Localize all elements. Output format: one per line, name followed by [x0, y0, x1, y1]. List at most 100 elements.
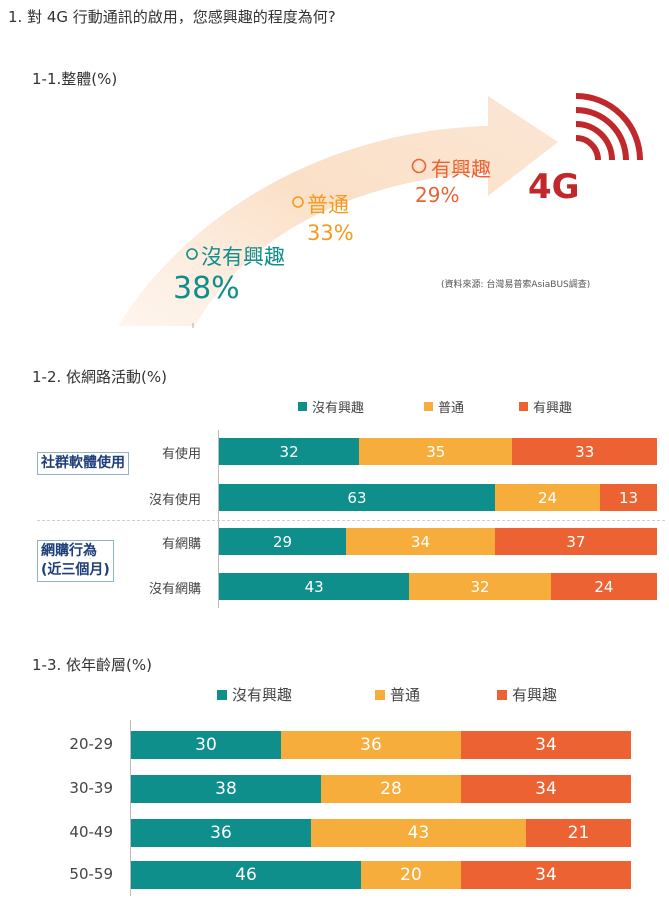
- category-label: 40-49: [69, 823, 113, 842]
- 4g-logo-icon: [575, 93, 643, 161]
- legend-swatch: [424, 402, 433, 411]
- legend-swatch: [298, 402, 307, 411]
- bar-row: 46 20 34: [131, 861, 631, 889]
- bar-value-label: 46: [235, 865, 257, 885]
- growth-arrow: [118, 96, 558, 326]
- legend-label: 沒有興趣: [312, 401, 365, 416]
- legend-label: 普通: [390, 686, 421, 704]
- bar-segment: 46: [131, 861, 361, 889]
- category-axis: [218, 430, 219, 608]
- legend-item: 沒有興趣: [217, 684, 292, 705]
- bar-segment: 28: [321, 775, 461, 803]
- bar-value-label: 34: [535, 735, 557, 755]
- legend-item: 沒有興趣: [298, 397, 364, 416]
- bar-segment: 21: [526, 819, 631, 847]
- bar-value-label: 29: [272, 532, 293, 551]
- 4g-logo-text: 4G: [528, 167, 580, 207]
- bar-value-label: 30: [195, 735, 217, 755]
- bar-segment: 34: [461, 731, 631, 759]
- overall-value-no-interest: 38%: [173, 271, 240, 306]
- bar-segment: 32: [219, 438, 360, 465]
- category-label: 20-29: [69, 735, 113, 754]
- bar-value-label: 24: [594, 577, 614, 596]
- bar-value-label: 36: [360, 735, 382, 755]
- bar-segment: 36: [131, 819, 311, 847]
- bar-value-label: 36: [210, 823, 232, 843]
- legend-label: 有興趣: [533, 401, 573, 416]
- bar-row: 29 34 37: [219, 528, 657, 555]
- bar-value-label: 34: [535, 865, 557, 885]
- section2-title: 1-2. 依網路活動(%): [32, 368, 167, 386]
- bar-row: 36 43 21: [131, 819, 631, 847]
- bar-segment: 43: [311, 819, 526, 847]
- category-label: 有使用: [161, 447, 201, 463]
- category-label: 30-39: [69, 779, 113, 798]
- overall-value-interested: 29%: [415, 183, 459, 207]
- bar-segment: 38: [131, 775, 321, 803]
- bar-segment: 30: [131, 731, 281, 759]
- bar-segment: 37: [494, 528, 657, 555]
- overall-value-neutral: 33%: [307, 221, 354, 245]
- bar-segment: 43: [219, 573, 410, 600]
- bar-value-label: 37: [566, 532, 586, 551]
- category-label: 沒有網購: [148, 582, 201, 598]
- bar-segment: 35: [359, 438, 513, 465]
- bar-value-label: 24: [537, 488, 558, 507]
- bar-value-label: 32: [279, 442, 299, 461]
- bar-segment: 34: [461, 775, 631, 803]
- legend-label: 沒有興趣: [232, 686, 293, 704]
- bar-value-label: 28: [380, 779, 402, 799]
- overall-label-interested: 有興趣: [431, 157, 491, 181]
- bar-segment: 36: [281, 731, 461, 759]
- legend-item: 普通: [375, 684, 420, 705]
- group-label: 網購行為 (近三個月): [37, 540, 114, 582]
- legend-label: 普通: [438, 401, 465, 416]
- bar-segment: 24: [550, 573, 657, 600]
- group-divider: [37, 520, 665, 521]
- legend-item: 有興趣: [519, 397, 572, 416]
- bar-value-label: 34: [410, 532, 431, 551]
- bar-row: 63 24 13: [219, 484, 657, 511]
- category-axis: [130, 720, 131, 896]
- bar-row: 38 28 34: [131, 775, 631, 803]
- section1-title: 1-1.整體(%): [32, 70, 118, 88]
- bar-segment: 13: [600, 484, 657, 511]
- bar-value-label: 32: [470, 577, 490, 596]
- bar-value-label: 20: [400, 865, 422, 885]
- bar-segment: 29: [219, 528, 347, 555]
- bar-value-label: 21: [567, 823, 590, 843]
- bar-value-label: 35: [426, 442, 446, 461]
- bar-value-label: 63: [347, 488, 367, 507]
- overall-label-no-interest: 沒有興趣: [201, 245, 285, 269]
- legend-swatch: [217, 689, 227, 700]
- category-label: 有網購: [161, 537, 201, 553]
- bar-value-label: 38: [215, 779, 237, 799]
- group-label: 社群軟體使用: [37, 452, 129, 475]
- legend-swatch: [519, 402, 528, 411]
- bar-segment: 32: [409, 573, 551, 600]
- section3-title: 1-3. 依年齡層(%): [32, 656, 152, 674]
- category-label: 沒有使用: [148, 493, 201, 509]
- legend-swatch: [497, 689, 507, 700]
- bar-segment: 20: [361, 861, 461, 889]
- legend-item: 普通: [424, 397, 464, 416]
- bar-value-label: 43: [407, 823, 430, 843]
- bar-segment: 34: [346, 528, 495, 555]
- overall-label-neutral: 普通: [307, 193, 349, 217]
- question-title: 1. 對 4G 行動通訊的啟用，您感興趣的程度為何?: [8, 8, 336, 26]
- category-label: 50-59: [69, 865, 113, 884]
- bar-segment: 24: [494, 484, 601, 511]
- overall-figure: 4G 沒有興趣 38% 普通 33% 有興趣 29% (資料來源: 台灣易普索A…: [118, 93, 643, 328]
- source-note: (資料來源: 台灣易普索AsiaBUS調查): [441, 278, 590, 290]
- bar-value-label: 34: [535, 779, 557, 799]
- bar-value-label: 13: [618, 488, 639, 507]
- bar-row: 32 35 33: [219, 438, 657, 465]
- bar-row: 30 36 34: [131, 731, 631, 759]
- bar-segment: 63: [219, 484, 495, 511]
- bar-segment: 34: [461, 861, 631, 889]
- legend-swatch: [375, 689, 385, 700]
- bar-value-label: 43: [304, 577, 324, 596]
- bar-segment: 33: [512, 438, 657, 465]
- legend-label: 有興趣: [512, 686, 558, 704]
- bar-row: 43 32 24: [219, 573, 657, 600]
